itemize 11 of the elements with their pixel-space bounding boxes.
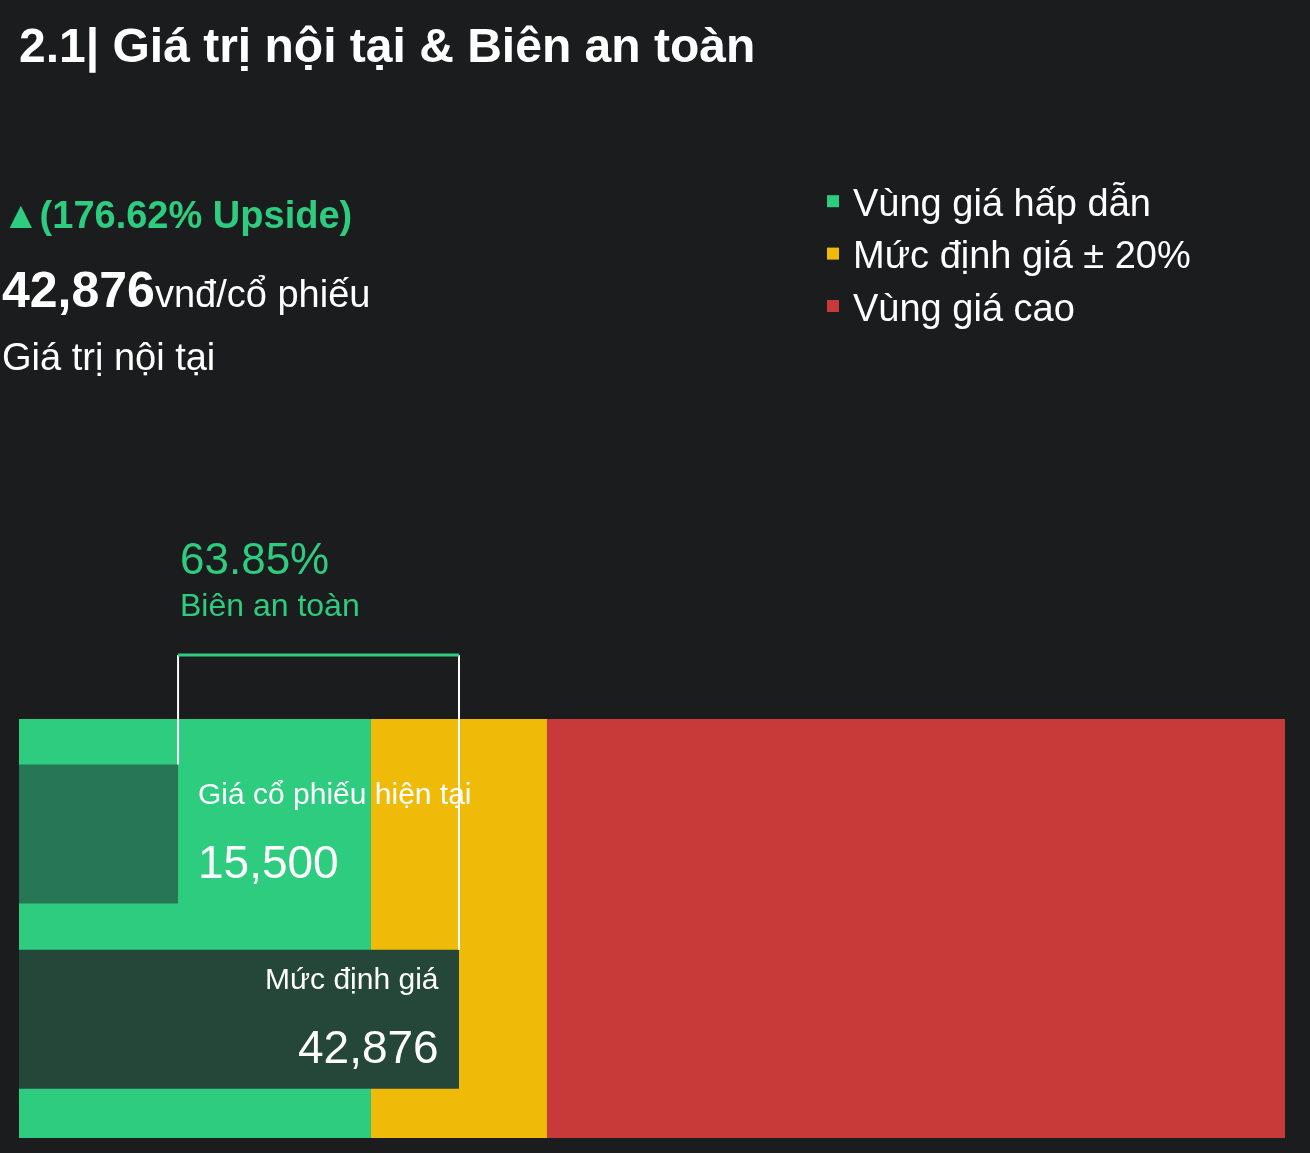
- text: ▲(176.62% Upside): [2, 194, 353, 236]
- data-label: 42,876: [298, 1021, 439, 1073]
- text: 42,876vnđ/cổ phiếu: [2, 262, 371, 318]
- legend-label: Mức định giá ± 20%: [853, 234, 1191, 277]
- data-label: 15,500: [198, 836, 339, 888]
- text: Giá trị nội tại: [2, 336, 216, 378]
- y-tick-label: Mức định giá: [265, 962, 439, 995]
- legend-label: Vùng giá cao: [853, 286, 1075, 329]
- legend-label: Vùng giá hấp dẫn: [853, 182, 1151, 225]
- text: 63.85% Biên an toàn: [180, 534, 360, 623]
- chart-title: 2.1| Giá trị nội tại & Biên an toàn: [19, 18, 756, 73]
